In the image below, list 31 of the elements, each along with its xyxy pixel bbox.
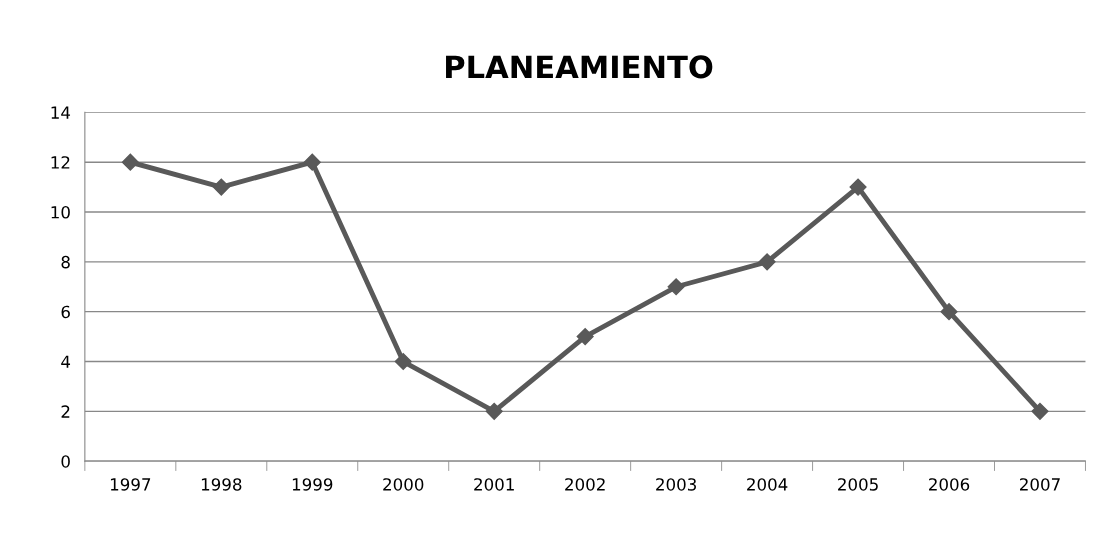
x-tick-label: 2003: [656, 478, 696, 491]
y-tick-label: 6: [61, 305, 70, 319]
y-tick-label: 0: [61, 455, 70, 468]
point: [303, 153, 321, 171]
point: [849, 178, 867, 196]
point: [394, 352, 412, 371]
x-tick-label: 2005: [838, 478, 878, 491]
point: [667, 278, 685, 296]
x-tick-label: 1998: [201, 478, 242, 491]
y-tick-label: 10: [51, 205, 70, 219]
x-tick-label: 1999: [292, 478, 333, 491]
y-tick-label: 14: [51, 106, 71, 119]
x-tick-label: 2002: [565, 478, 605, 491]
point: [940, 303, 958, 321]
point: [485, 402, 503, 420]
y-tick-label: 2: [61, 405, 70, 418]
point: [758, 253, 776, 271]
point: [121, 153, 139, 171]
y-tick-label: 4: [61, 355, 71, 368]
x-tick-label: 2001: [474, 478, 514, 491]
y-tick-label: 8: [61, 255, 70, 269]
point: [1031, 402, 1049, 420]
y-tick-label: 12: [51, 156, 70, 169]
x-tick-label: 2007: [1020, 478, 1060, 491]
x-tick-label: 2000: [383, 478, 424, 491]
point: [576, 328, 594, 346]
x-tick-label: 2006: [929, 478, 970, 491]
point: [212, 178, 230, 196]
chart-title: PLANEAMIENTO: [446, 55, 713, 79]
x-tick-label: 1997: [110, 478, 151, 491]
x-tick-label: 2004: [747, 478, 788, 491]
